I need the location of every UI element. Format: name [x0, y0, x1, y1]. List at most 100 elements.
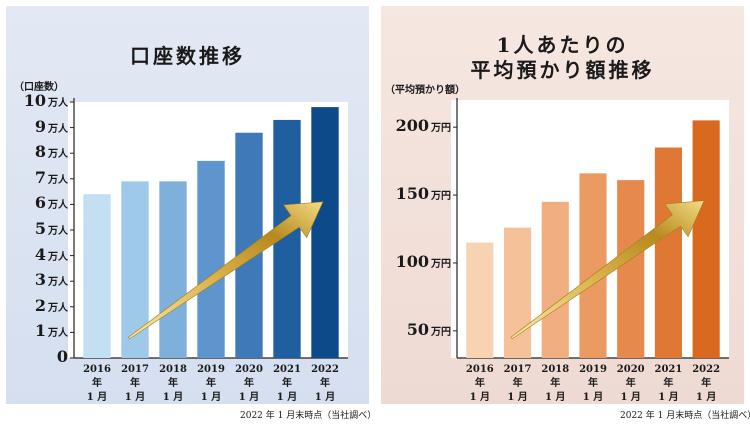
x-tick-year: 2022 年 — [311, 364, 339, 389]
x-tick-year: 2021 年 — [273, 364, 301, 389]
y-tick-unit: 万人 — [48, 277, 68, 289]
x-tick-month: 1 月 — [620, 392, 641, 403]
y-tick-unit: 万円 — [431, 191, 451, 203]
y-tick-number: 0 — [56, 347, 68, 366]
y-tick-label: 4 万人 — [34, 244, 68, 264]
y-tick-label: 6 万人 — [35, 195, 68, 211]
y-tick-number: 100 — [395, 251, 429, 271]
bar — [541, 201, 569, 358]
bar-chart — [70, 98, 348, 359]
x-tick-label: 2018 年 1 月 — [535, 363, 575, 405]
y-tick-unit: 万人 — [48, 226, 68, 237]
x-tick-label: 2016 年 1 月 — [460, 363, 500, 405]
y-tick-unit: 万人 — [48, 174, 68, 186]
y-tick-label: 10 万人 — [24, 93, 68, 109]
x-tick-month: 1 月 — [124, 392, 146, 403]
y-tick-unit: 万人 — [48, 98, 68, 109]
bar — [466, 242, 494, 358]
average-deposit-panel: 1人あたりの 平均預かり額推移 （平均預かり額） 50 万円 100 万円 150 万円 2… — [381, 6, 744, 404]
y-tick-label: 0 — [57, 349, 68, 365]
x-tick-year: 2022 年 — [692, 364, 721, 389]
y-tick-label: 100 万円 — [395, 251, 451, 271]
y-tick-number: 1 — [34, 321, 46, 341]
bar — [579, 173, 607, 358]
bar — [617, 180, 645, 358]
x-tick-month: 1 月 — [238, 392, 260, 403]
y-tick-number: 10 — [23, 91, 46, 110]
x-tick-label: 2018 年 1 月 — [153, 363, 193, 405]
y-tick-unit: 万人 — [48, 328, 68, 340]
right-source-note: 2022 年 1 月末時点（当社調べ） — [620, 411, 750, 421]
x-tick-year: 2017 年 — [121, 364, 149, 389]
y-tick-number: 9 — [34, 116, 46, 136]
bar — [654, 147, 683, 358]
account-count-panel: 口座数推移 （口座数） 0 1 万人 2 万人 3 万人 4 万人 5 万人 6 万人 7 万人 8 万人 9 万人… — [6, 6, 369, 404]
bar — [503, 227, 532, 358]
growth-arrow-icon — [127, 201, 324, 340]
x-tick-label: 2021 年 1 月 — [267, 363, 307, 405]
x-tick-label: 2019 年 1 月 — [191, 363, 231, 405]
x-tick-label: 2016 年 1 月 — [77, 363, 117, 405]
bar-chart — [453, 98, 729, 359]
y-axis-unit-label: （平均預かり額） — [385, 85, 465, 96]
y-tick-unit: 万円 — [431, 258, 451, 270]
x-tick-month: 1 月 — [276, 392, 298, 403]
y-tick-unit: 万円 — [431, 123, 451, 135]
x-tick-year: 2016 年 — [83, 364, 111, 389]
y-tick-number: 4 — [34, 244, 46, 264]
y-tick-unit: 万人 — [48, 302, 68, 314]
y-tick-unit: 万人 — [48, 149, 68, 161]
y-tick-number: 5 — [34, 219, 46, 238]
y-tick-number: 8 — [34, 142, 46, 162]
bar — [692, 120, 720, 358]
chart-title-line1: 1人あたりの — [496, 33, 629, 57]
bar — [159, 181, 187, 358]
x-tick-label: 2021 年 1 月 — [648, 363, 688, 405]
x-tick-month: 1 月 — [658, 392, 679, 403]
x-tick-label: 2017 年 1 月 — [498, 363, 538, 405]
x-tick-month: 1 月 — [545, 392, 566, 403]
y-tick-label: 2 万人 — [34, 295, 68, 315]
x-tick-month: 1 月 — [469, 392, 491, 403]
x-tick-month: 1 月 — [200, 392, 222, 403]
x-tick-month: 1 月 — [507, 392, 528, 403]
bar — [83, 194, 111, 358]
y-tick-unit: 万円 — [431, 326, 451, 338]
x-tick-year: 2020 年 — [616, 364, 645, 389]
y-tick-number: 6 — [34, 193, 46, 213]
bar — [121, 181, 149, 358]
x-tick-label: 2017 年 1 月 — [115, 363, 155, 405]
bar — [311, 107, 339, 359]
x-tick-year: 2020 年 — [235, 364, 263, 389]
x-tick-label: 2019 年 1 月 — [573, 363, 613, 405]
x-tick-year: 2018 年 — [159, 364, 187, 389]
y-tick-number: 50 — [406, 319, 429, 339]
x-tick-month: 1 月 — [582, 392, 604, 403]
y-tick-label: 200 万円 — [396, 118, 451, 134]
y-tick-label: 1 万人 — [35, 323, 68, 339]
y-tick-label: 9 万人 — [34, 116, 68, 136]
bar — [197, 160, 225, 358]
y-tick-number: 2 — [34, 295, 46, 315]
x-tick-month: 1 月 — [86, 392, 108, 403]
x-tick-year: 2018 年 — [541, 364, 570, 389]
y-tick-number: 7 — [34, 167, 46, 187]
x-tick-label: 2022 年 1 月 — [686, 363, 726, 405]
x-tick-month: 1 月 — [695, 392, 717, 403]
y-tick-number: 200 — [395, 116, 429, 136]
growth-arrow-icon — [510, 200, 705, 340]
y-tick-number: 150 — [395, 184, 429, 204]
x-tick-year: 2016 年 — [465, 364, 494, 389]
x-tick-year: 2019 年 — [197, 364, 225, 389]
x-tick-year: 2021 年 — [654, 364, 683, 389]
y-tick-label: 150 万円 — [396, 186, 451, 202]
y-tick-unit: 万人 — [48, 200, 68, 212]
y-tick-label: 5 万人 — [35, 221, 68, 237]
x-tick-label: 2020 年 1 月 — [229, 363, 269, 405]
y-tick-unit: 万人 — [48, 123, 68, 135]
chart-title: 口座数推移 — [130, 44, 245, 68]
x-tick-month: 1 月 — [162, 392, 184, 403]
x-tick-label: 2020 年 1 月 — [611, 363, 651, 405]
y-tick-label: 3 万人 — [35, 272, 68, 288]
x-tick-year: 2019 年 — [579, 364, 607, 389]
